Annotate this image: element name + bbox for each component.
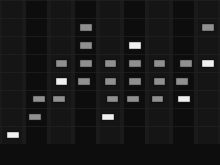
Bar [202, 23, 214, 31]
Bar [177, 95, 190, 102]
Bar [32, 95, 45, 102]
Bar [152, 59, 165, 66]
Bar [104, 59, 116, 66]
Bar [79, 23, 92, 31]
Bar [55, 77, 68, 84]
Bar [202, 59, 214, 66]
Bar [101, 113, 114, 120]
Bar [175, 77, 188, 84]
Bar [79, 41, 92, 49]
Bar [28, 113, 41, 120]
Bar [79, 59, 92, 66]
Bar [150, 95, 163, 102]
Bar [126, 95, 139, 102]
Bar [171, 0, 196, 144]
Bar [98, 0, 122, 144]
Bar [179, 59, 192, 66]
Bar [77, 77, 90, 84]
Bar [0, 0, 24, 144]
Bar [106, 95, 118, 102]
Bar [24, 0, 49, 144]
Bar [128, 41, 141, 49]
Bar [49, 0, 73, 144]
Bar [128, 59, 141, 66]
Bar [128, 77, 141, 84]
Bar [147, 0, 171, 144]
Bar [6, 131, 18, 138]
Bar [104, 77, 116, 84]
Bar [73, 0, 98, 144]
Bar [55, 59, 68, 66]
Bar [52, 95, 65, 102]
Bar [196, 0, 220, 144]
Bar [122, 0, 147, 144]
Bar [152, 77, 165, 84]
